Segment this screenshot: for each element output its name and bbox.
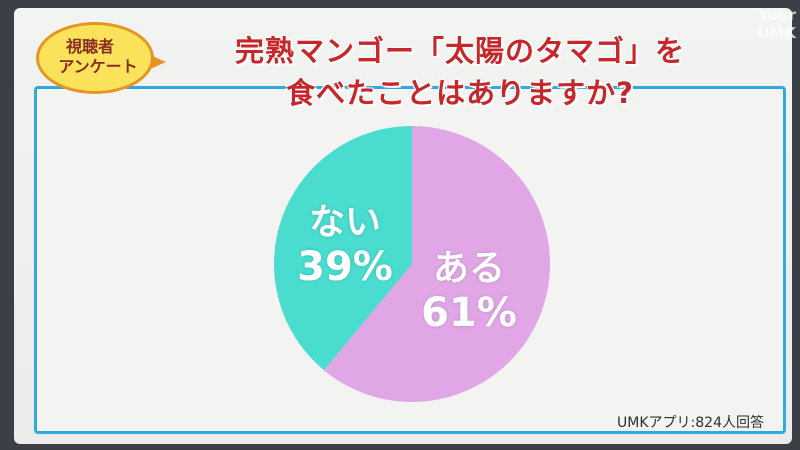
slice-aru-name: ある: [432, 248, 505, 289]
watermark-line1: Your: [758, 6, 796, 24]
title-line1: 完熟マンゴー「太陽のタマゴ」を: [234, 34, 685, 68]
pie-slice-aru: [324, 126, 550, 403]
watermark-line2: UMK: [757, 24, 796, 42]
question-title: 完熟マンゴー「太陽のタマゴ」を 食べたことはありますか?: [180, 30, 740, 114]
slice-nai-percent: 39%: [297, 244, 393, 290]
slice-label-nai: ない 39%: [280, 202, 410, 290]
channel-watermark: Your UMK: [757, 6, 796, 42]
badge-line2: アンケート: [58, 57, 138, 76]
badge-line1: 視聴者: [65, 37, 114, 56]
slice-aru-percent: 61%: [421, 290, 517, 336]
survey-source: UMKアプリ:824人回答: [617, 415, 764, 431]
slice-label-aru: ある 61%: [404, 248, 534, 336]
pie-slice-nai: [274, 126, 412, 371]
viewer-survey-badge: 視聴者 アンケート: [36, 22, 154, 94]
title-line2: 食べたことはありますか?: [286, 76, 634, 110]
slice-nai-name: ない: [308, 202, 381, 243]
